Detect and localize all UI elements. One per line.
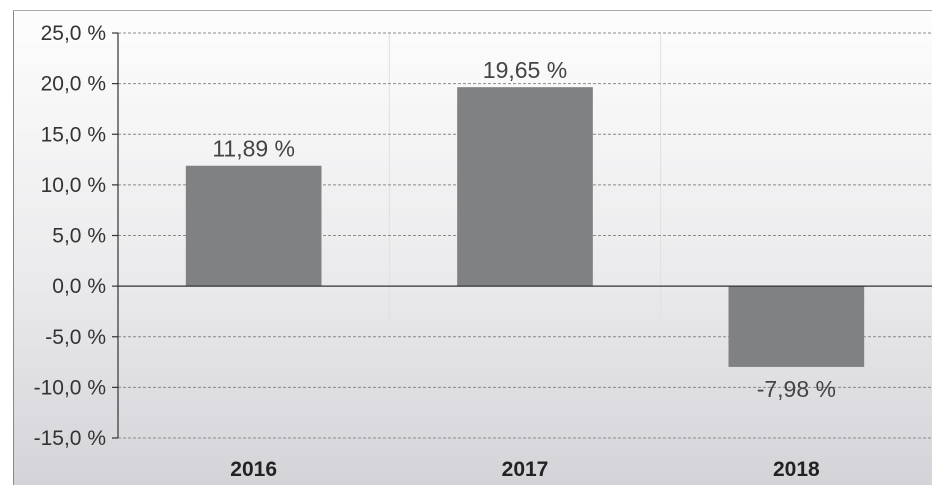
data-label-2018: -7,98 % bbox=[757, 376, 836, 402]
bars bbox=[185, 87, 865, 367]
y-tick-label: 10,0 % bbox=[41, 174, 106, 197]
y-tick-label: 15,0 % bbox=[41, 123, 106, 146]
bar-2016 bbox=[185, 165, 322, 287]
category-separators bbox=[388, 33, 662, 322]
data-label-2017: 19,65 % bbox=[483, 57, 567, 83]
x-tick-label-2018: 2018 bbox=[773, 458, 820, 481]
y-tick-label: 20,0 % bbox=[41, 73, 106, 96]
y-tick-label: -10,0 % bbox=[34, 376, 106, 399]
data-label-2016: 11,89 % bbox=[212, 136, 295, 162]
bar-2018 bbox=[728, 286, 865, 367]
data-labels: 11,89 % 19,65 % -7,98 % bbox=[212, 57, 836, 402]
bar-2017 bbox=[457, 87, 593, 287]
y-tick-label: 5,0 % bbox=[52, 225, 106, 248]
y-tick-label: -15,0 % bbox=[34, 427, 106, 450]
x-tick-label-2016: 2016 bbox=[230, 458, 277, 481]
x-axis-labels: 2016 2017 2018 bbox=[230, 458, 820, 481]
x-tick-label-2017: 2017 bbox=[502, 458, 549, 481]
y-tick-label: -5,0 % bbox=[45, 326, 106, 349]
y-axis-ticks: 25,0 % 20,0 % 15,0 % 10,0 % 5,0 % 0,0 % -5,0 %… bbox=[34, 22, 118, 450]
y-tick-label: 25,0 % bbox=[41, 22, 106, 45]
y-tick-label: 0,0 % bbox=[52, 275, 106, 298]
